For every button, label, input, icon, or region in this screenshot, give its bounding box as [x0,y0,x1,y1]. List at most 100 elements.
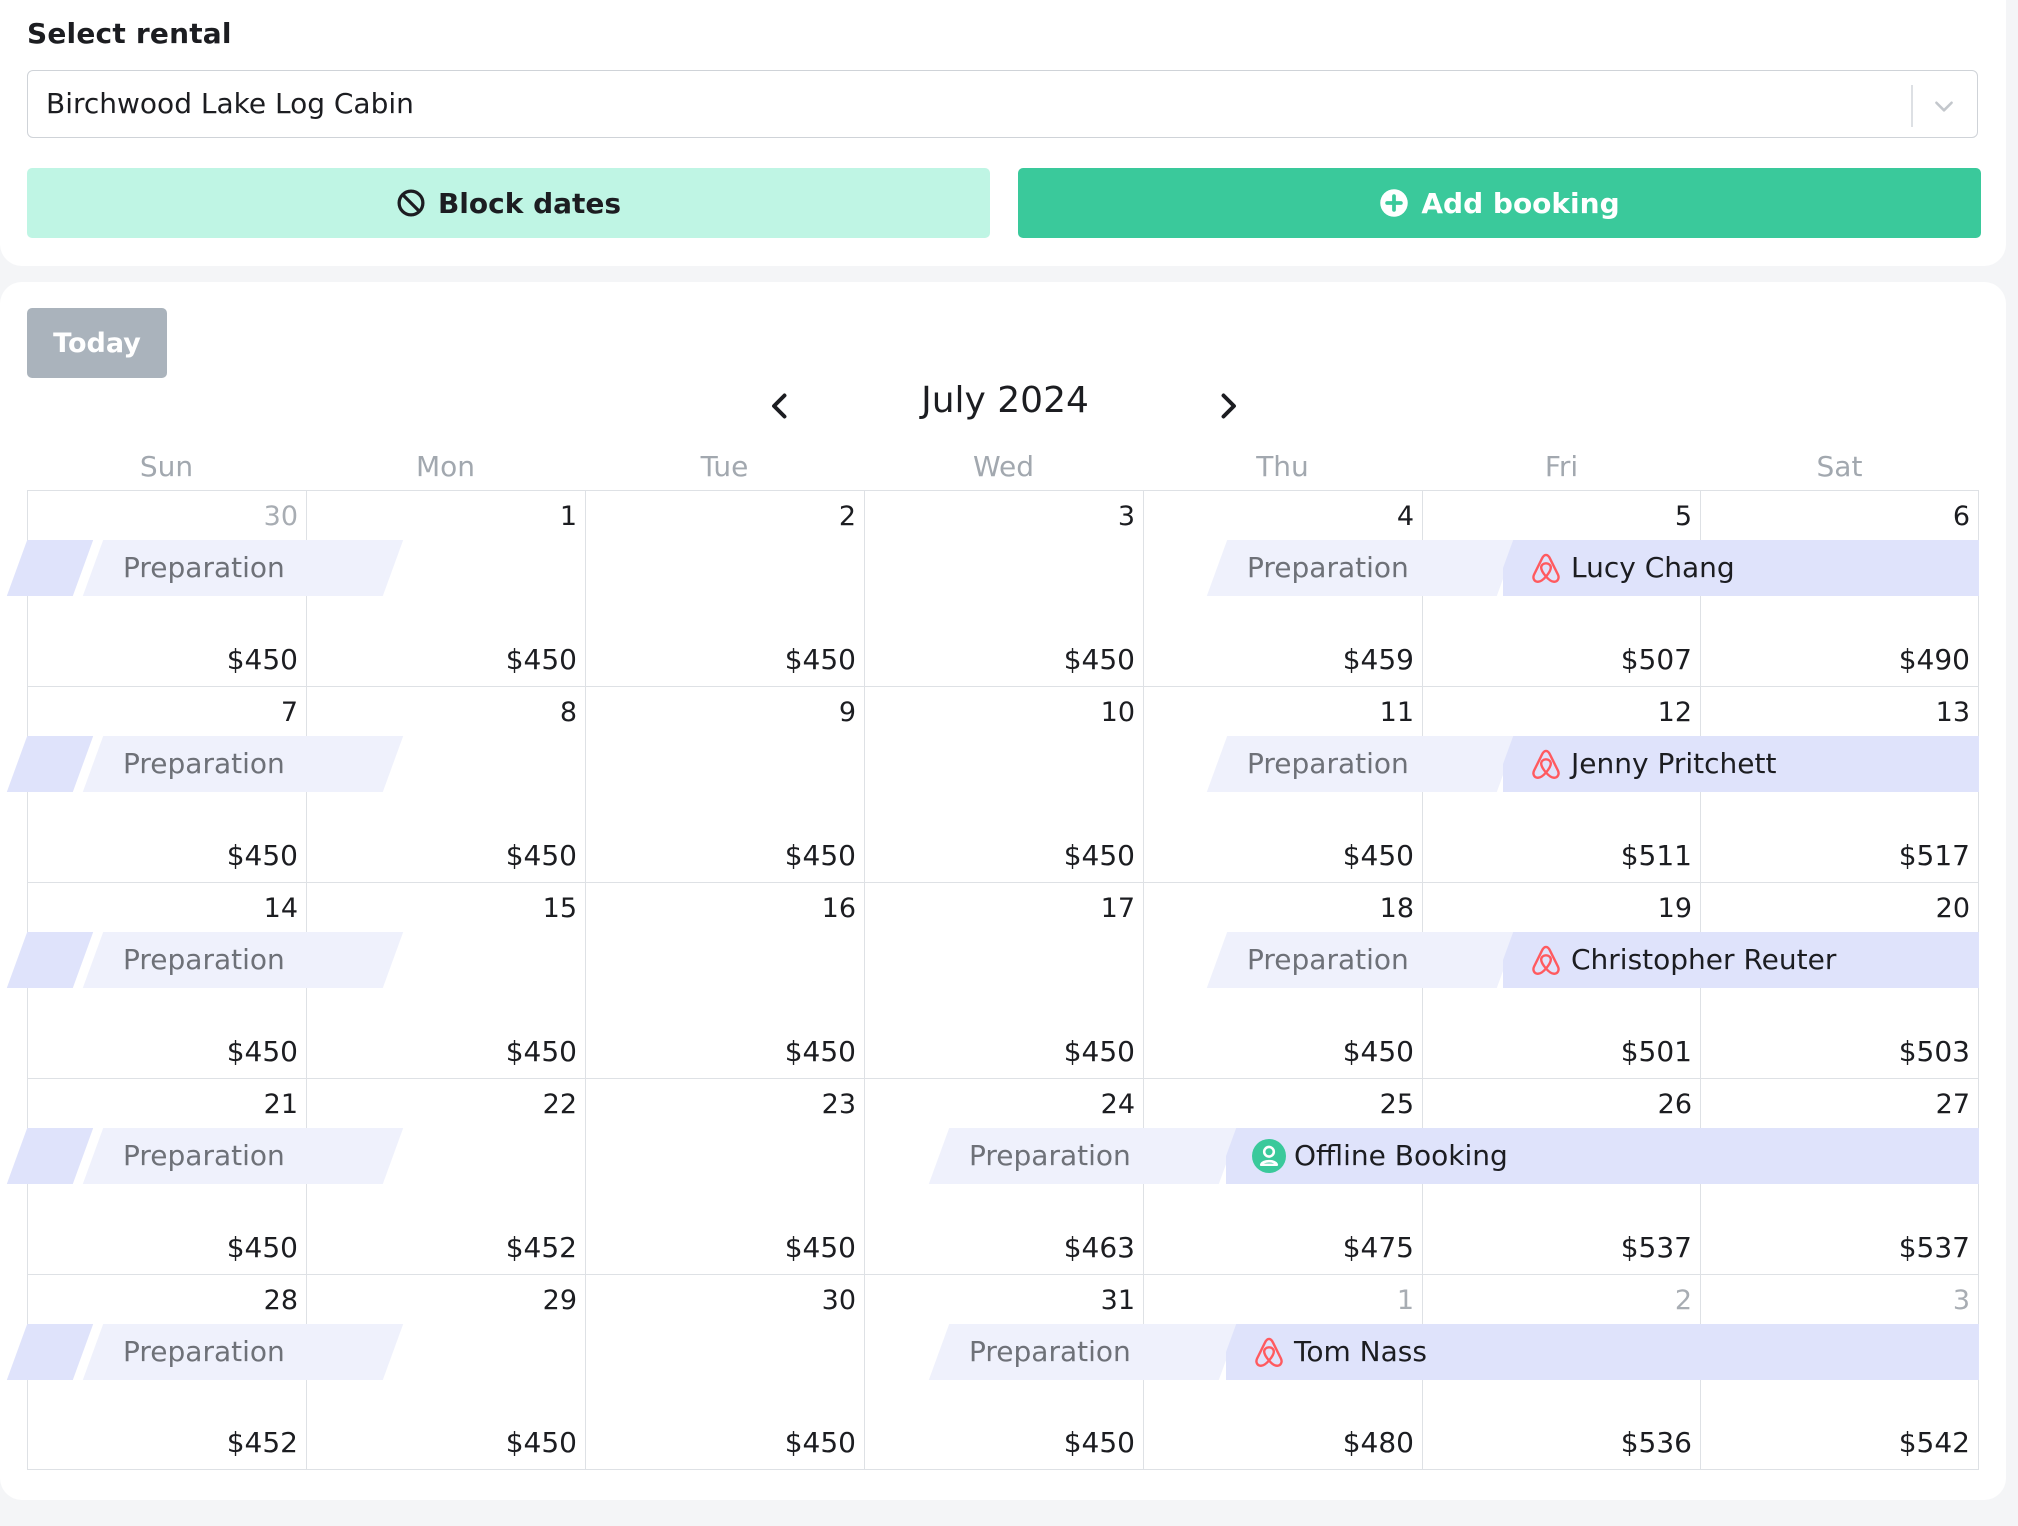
day-number: 11 [1379,697,1414,728]
preparation-bar[interactable]: Preparation [1206,932,1518,988]
day-cell[interactable]: 22 $452 [306,1078,585,1274]
booking-bar[interactable]: Offline Booking [1226,1128,1979,1184]
day-cell[interactable]: 30 $450 [585,1274,864,1470]
booking-bar[interactable]: Tom Nass [1226,1324,1979,1380]
day-cell[interactable]: 4 $459 [1143,490,1422,686]
day-price: $463 [1063,1231,1135,1264]
block-dates-button[interactable]: Block dates [27,168,990,238]
day-cell[interactable]: 3 $450 [864,490,1143,686]
day-number: 3 [1952,1285,1970,1316]
month-title: July 2024 [921,380,1089,421]
preparation-bar[interactable]: Preparation [82,736,404,792]
day-cell[interactable]: 10 $450 [864,686,1143,882]
airbnb-icon [1255,1337,1283,1367]
day-number: 7 [280,697,298,728]
preparation-bar[interactable]: Preparation [82,1324,404,1380]
day-number: 13 [1935,697,1970,728]
day-number: 10 [1100,697,1135,728]
booking-bar[interactable]: Jenny Pritchett [1503,736,1979,792]
day-price: $450 [1342,1035,1414,1068]
day-price: $450 [505,839,577,872]
day-number: 18 [1379,893,1414,924]
day-cell[interactable]: 18 $450 [1143,882,1422,1078]
day-price: $450 [784,643,856,676]
day-price: $452 [505,1231,577,1264]
day-price: $450 [505,1426,577,1459]
day-price: $536 [1620,1426,1692,1459]
day-cell[interactable]: 7 $450 [27,686,306,882]
day-cell[interactable]: 21 $450 [27,1078,306,1274]
booking-continuation-bar[interactable] [6,1324,94,1380]
day-cell[interactable]: 31 $450 [864,1274,1143,1470]
today-button[interactable]: Today [27,308,167,378]
day-cell[interactable]: 2 $450 [585,490,864,686]
chevron-left-icon[interactable] [762,388,798,424]
day-number: 14 [263,893,298,924]
calendar-week: 21 $450 22 $452 23 $450 24 $463 25 $475 26 $537 27 $5… [6,1078,1979,1274]
day-number: 6 [1952,501,1970,532]
chevron-down-icon [1935,101,1953,112]
day-price: $537 [1620,1231,1692,1264]
day-price: $501 [1620,1035,1692,1068]
day-price: $459 [1342,643,1414,676]
booking-continuation-bar[interactable] [6,1128,94,1184]
add-booking-button[interactable]: Add booking [1018,168,1981,238]
day-number: 25 [1379,1089,1414,1120]
day-cell[interactable]: 25 $475 [1143,1078,1422,1274]
preparation-bar[interactable]: Preparation [928,1128,1240,1184]
day-number: 16 [821,893,856,924]
day-price: $450 [784,839,856,872]
day-cell[interactable]: 17 $450 [864,882,1143,1078]
day-cell[interactable]: 16 $450 [585,882,864,1078]
day-number: 20 [1935,893,1970,924]
day-price: $450 [784,1231,856,1264]
day-price: $450 [226,643,298,676]
booking-bar[interactable]: Christopher Reuter [1503,932,1979,988]
day-price: $507 [1620,643,1692,676]
booking-bar[interactable]: Lucy Chang [1503,540,1979,596]
day-price: $450 [1342,839,1414,872]
day-number: 29 [542,1285,577,1316]
day-price: $450 [505,643,577,676]
day-cell[interactable]: 3 $542 [1700,1274,1979,1470]
calendar-card [0,282,2006,1500]
day-price: $450 [1063,839,1135,872]
day-cell[interactable]: 9 $450 [585,686,864,882]
day-number: 9 [838,697,856,728]
preparation-bar[interactable]: Preparation [928,1324,1240,1380]
booking-continuation-bar[interactable] [6,932,94,988]
booking-guest-name: Christopher Reuter [1571,943,1837,976]
preparation-label: Preparation [123,943,285,976]
booking-continuation-bar[interactable] [6,736,94,792]
day-cell[interactable]: 15 $450 [306,882,585,1078]
preparation-label: Preparation [123,1139,285,1172]
booking-continuation-bar[interactable] [6,540,94,596]
preparation-bar[interactable]: Preparation [1206,540,1518,596]
preparation-label: Preparation [1247,747,1409,780]
chevron-right-icon[interactable] [1210,388,1246,424]
day-cell[interactable]: 23 $450 [585,1078,864,1274]
preparation-bar[interactable]: Preparation [82,1128,404,1184]
day-number: 5 [1674,501,1692,532]
rental-select[interactable]: Birchwood Lake Log Cabin [27,70,1978,138]
preparation-bar[interactable]: Preparation [1206,736,1518,792]
preparation-bar[interactable]: Preparation [82,932,404,988]
day-cell[interactable]: 5 $507 [1422,490,1700,686]
day-number: 4 [1396,501,1414,532]
day-cell[interactable]: 24 $463 [864,1078,1143,1274]
day-price: $503 [1898,1035,1970,1068]
day-price: $450 [1063,643,1135,676]
day-cell[interactable]: 11 $450 [1143,686,1422,882]
day-price: $542 [1898,1426,1970,1459]
weekday-mon: Mon [415,450,476,483]
preparation-bar[interactable]: Preparation [82,540,404,596]
day-number: 24 [1100,1089,1135,1120]
day-cell[interactable]: 27 $537 [1700,1078,1979,1274]
weekday-wed: Wed [972,450,1035,483]
add-booking-label: Add booking [1421,186,1620,220]
day-number: 31 [1100,1285,1135,1316]
day-number: 1 [559,501,577,532]
day-number: 12 [1657,697,1692,728]
day-cell[interactable]: 12 $511 [1422,686,1700,882]
calendar-week: 30 $450 1 $450 2 $450 3 $450 4 $459 5 $507 6 $490 Prep… [6,490,1979,686]
